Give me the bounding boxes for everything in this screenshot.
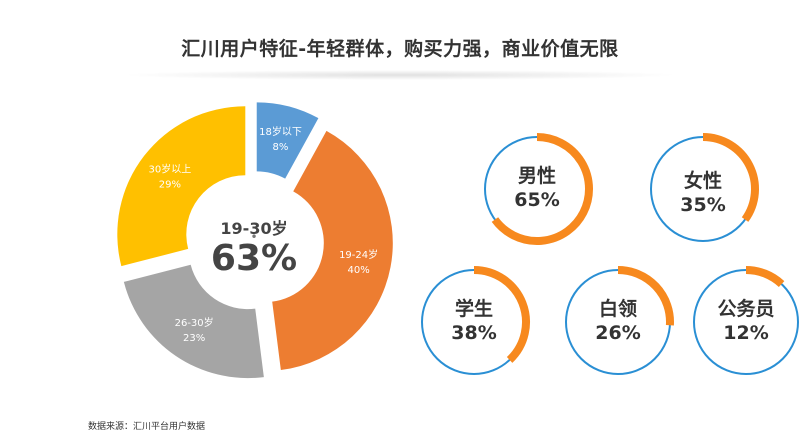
donut-slice [272, 130, 393, 371]
ring-value: 38% [451, 322, 497, 344]
title-shadow [120, 70, 680, 80]
page-title: 汇川用户特征-年轻群体，购买力强，商业价值无限 [181, 38, 619, 60]
ring-category: 男性 [517, 165, 556, 187]
ring-label-male: 男性 65% [477, 164, 597, 212]
ring-value: 26% [595, 322, 641, 344]
slice-value-label: 40% [347, 265, 369, 276]
donut-slice [117, 106, 246, 267]
slice-category-label: 26-30岁 [175, 316, 214, 329]
slice-value-label: 29% [159, 180, 181, 191]
ring-value: 12% [723, 322, 769, 344]
slice-category-label: 18岁以下 [259, 125, 302, 138]
ring-value: 65% [514, 189, 560, 211]
donut-slice-group: 19-24岁 40% [272, 130, 393, 371]
donut-slice-group: 30岁以上 29% [117, 106, 246, 267]
donut-center-dot: • [250, 230, 258, 244]
donut-slice-group: 18岁以下 8% [256, 102, 319, 179]
ring-label-student: 学生 38% [414, 297, 534, 345]
slice-value-label: 8% [273, 142, 289, 153]
donut-slice-group: 26-30岁 23% [123, 264, 264, 379]
slice-category-label: 19-24岁 [339, 248, 378, 261]
ring-category: 学生 [454, 298, 493, 320]
ring-category: 公务员 [717, 298, 775, 320]
data-source-note: 数据来源：汇川平台用户数据 [88, 422, 206, 432]
ring-value: 35% [680, 194, 726, 216]
donut-center-value: 63% [210, 238, 298, 279]
ring-category: 女性 [683, 170, 722, 192]
slice-value-label: 23% [183, 333, 205, 344]
donut-center-label: 19-30岁 [220, 219, 288, 238]
donut-slice [256, 102, 319, 179]
donut-slice [123, 264, 264, 379]
ring-category: 白领 [598, 298, 637, 320]
slice-category-label: 30岁以上 [148, 163, 191, 176]
ring-label-civil-servant: 公务员 12% [686, 297, 800, 345]
ring-label-female: 女性 35% [643, 169, 763, 217]
ring-label-white-collar: 白领 26% [558, 297, 678, 345]
